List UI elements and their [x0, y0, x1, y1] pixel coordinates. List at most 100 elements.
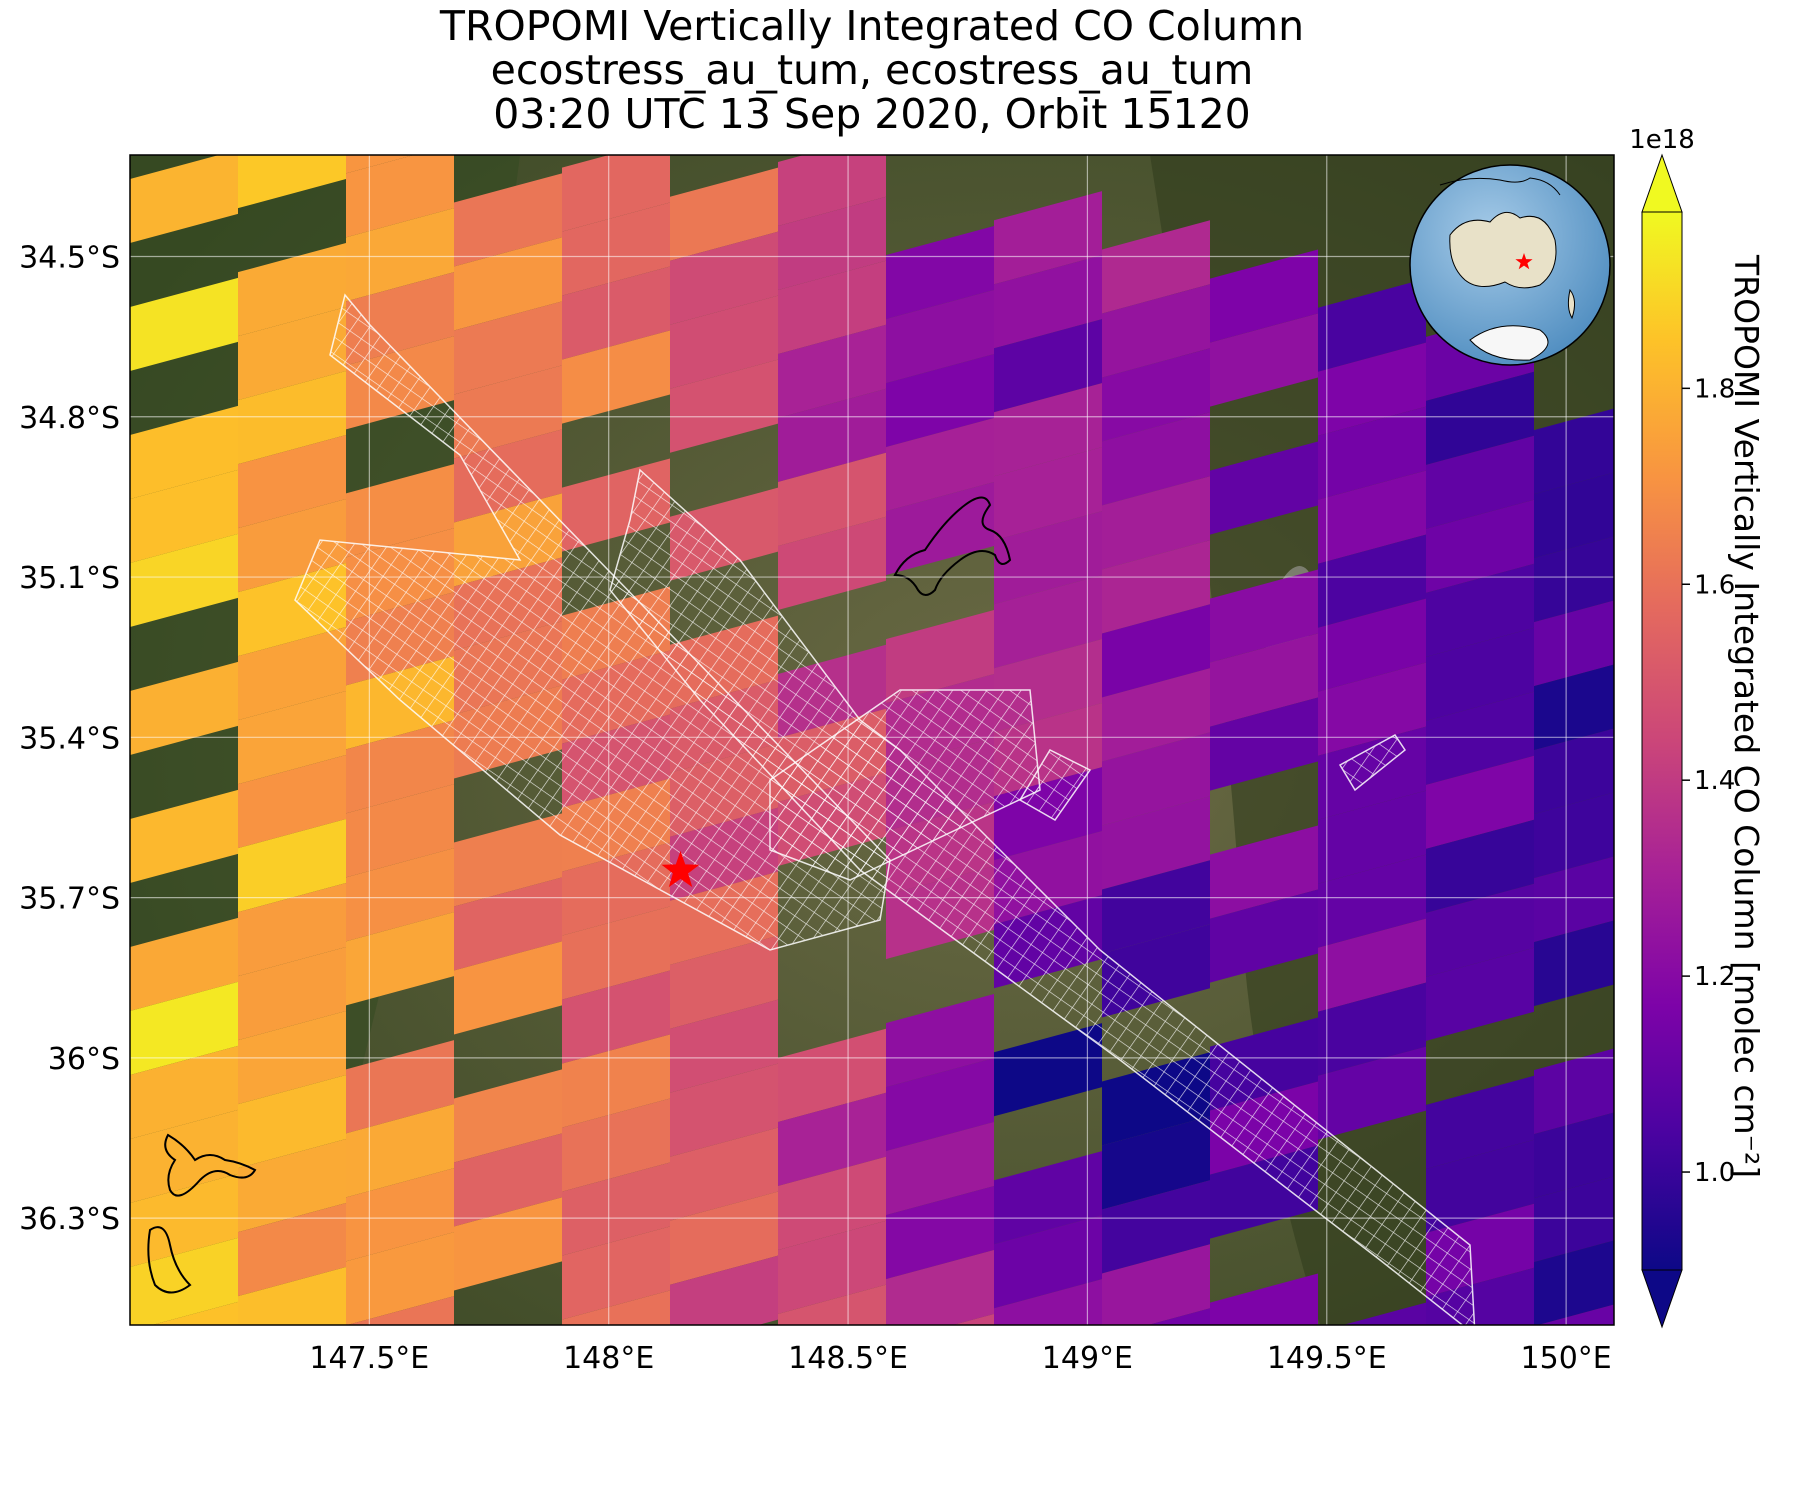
- co-pixel: [994, 1215, 1102, 1309]
- co-pixel: [562, 155, 670, 232]
- co-pixel: [1102, 732, 1210, 826]
- co-pixel: [1537, 1304, 1614, 1325]
- co-pixel: [670, 1063, 778, 1157]
- co-pixel: [994, 191, 1102, 285]
- co-pixel: [994, 1023, 1102, 1117]
- co-pixel: [1318, 918, 1426, 1012]
- co-pixel: [454, 45, 562, 138]
- co-pixel: [1318, 982, 1426, 1076]
- co-pixel: [238, 1075, 346, 1169]
- colorbar: 1e18 1.0 1.2 1.4 1.6 1.8 TROPOMI Vertically …: [1629, 125, 1766, 1329]
- co-pixel: [1426, 755, 1534, 849]
- co-pixel: [1318, 342, 1426, 436]
- x-tick-label: 148.5°E: [788, 1341, 908, 1376]
- co-pixel: [1210, 825, 1318, 919]
- co-pixel: [1534, 856, 1614, 943]
- co-pixel: [238, 1139, 346, 1233]
- co-pixel: [1426, 691, 1534, 785]
- co-pixel: [454, 301, 562, 395]
- co-pixel: [670, 231, 778, 325]
- colorbar-tick-label: 1.2: [1694, 962, 1735, 992]
- co-pixel: [1426, 563, 1534, 657]
- co-pixel: [1318, 534, 1426, 628]
- created-credit: Created 17 Sep 2024: [1367, 1386, 1601, 1411]
- co-pixel: [886, 289, 994, 384]
- co-pixel: [562, 1226, 670, 1320]
- co-pixel: [1534, 792, 1614, 879]
- co-pixel: [1426, 627, 1534, 721]
- co-pixel: [1102, 1116, 1210, 1210]
- inset-globe: [1409, 164, 1611, 366]
- co-pixel: [1534, 536, 1614, 623]
- co-pixel: [562, 1290, 670, 1325]
- co-pixel: [346, 464, 454, 558]
- co-pixel: [454, 877, 562, 971]
- co-pixel: [886, 1185, 994, 1280]
- colorbar-gradient: [1641, 211, 1683, 1271]
- colorbar-min-extend: [1641, 1269, 1683, 1329]
- co-pixel: [454, 365, 562, 459]
- co-pixel: [238, 883, 346, 977]
- co-pixel: [346, 155, 454, 238]
- co-pixel: [886, 1249, 994, 1325]
- co-pixel: [1534, 664, 1614, 751]
- antarctica-shape: [1469, 325, 1549, 361]
- colorbar-exponent: 1e18: [1629, 125, 1695, 155]
- co-pixel: [1534, 600, 1614, 687]
- co-pixel: [346, 155, 414, 174]
- co-pixel: [238, 819, 346, 913]
- co-pixel: [346, 208, 454, 302]
- co-pixel: [1318, 278, 1426, 372]
- co-pixel: [454, 1197, 562, 1291]
- co-pixel: [1102, 540, 1210, 634]
- co-pixel: [1210, 633, 1318, 727]
- co-pixel: [886, 353, 994, 448]
- y-tick-label: 35.1°S: [19, 561, 120, 596]
- co-pixel: [778, 196, 886, 290]
- co-pixel: [1102, 1244, 1210, 1325]
- co-pixel: [1426, 947, 1534, 1041]
- co-pixel: [238, 435, 346, 529]
- source-credit: Source: NASA/JPL-Caltech: [1319, 1413, 1600, 1438]
- co-pixel: [1102, 796, 1210, 890]
- co-pixel: [1102, 604, 1210, 698]
- co-pixel: [238, 155, 346, 209]
- co-pixel: [1318, 470, 1426, 564]
- co-pixel: [994, 1151, 1102, 1245]
- co-pixel: [778, 516, 886, 610]
- co-pixel: [238, 371, 346, 465]
- co-pixel: [22, 633, 130, 726]
- map-panel[interactable]: Created 17 Sep 2024 Source: NASA/JPL-Cal…: [22, 45, 1796, 1448]
- co-pixel: [1318, 662, 1426, 756]
- x-tick-label: 147.5°E: [309, 1341, 429, 1376]
- map-frame: [129, 154, 1615, 1326]
- australia-shape: [1449, 211, 1557, 289]
- site-star-marker: [661, 850, 700, 888]
- co-pixel: [1534, 1048, 1614, 1135]
- co-pixel: [22, 953, 130, 1046]
- indonesia-coast: [1439, 177, 1561, 196]
- co-pixel: [454, 237, 562, 331]
- co-pixel: [1318, 406, 1426, 500]
- co-pixel: [1210, 697, 1318, 791]
- co-pixel: [130, 469, 238, 563]
- blowering-reservoir-outline: [147, 1133, 257, 1294]
- co-pixel: [1426, 1139, 1534, 1233]
- co-pixel: [994, 575, 1102, 669]
- co-pixel: [130, 917, 238, 1011]
- co-pixel: [886, 1121, 994, 1216]
- co-pixel: [454, 1069, 562, 1163]
- colorbar-tick-label: 1.0: [1694, 1158, 1735, 1188]
- co-pixel: [238, 1267, 346, 1325]
- co-pixel: [1210, 1273, 1318, 1325]
- co-pixel: [778, 452, 886, 546]
- co-pixel: [22, 761, 130, 854]
- co-pixel: [1102, 284, 1210, 378]
- co-pixel: [238, 51, 346, 144]
- co-pixel: [562, 330, 670, 424]
- y-tick-label: 34.8°S: [19, 401, 120, 436]
- co-pixel: [670, 1127, 778, 1221]
- co-pixel: [130, 1237, 238, 1325]
- x-tick-label: 150°E: [1521, 1341, 1612, 1376]
- co-pixel: [346, 1040, 454, 1134]
